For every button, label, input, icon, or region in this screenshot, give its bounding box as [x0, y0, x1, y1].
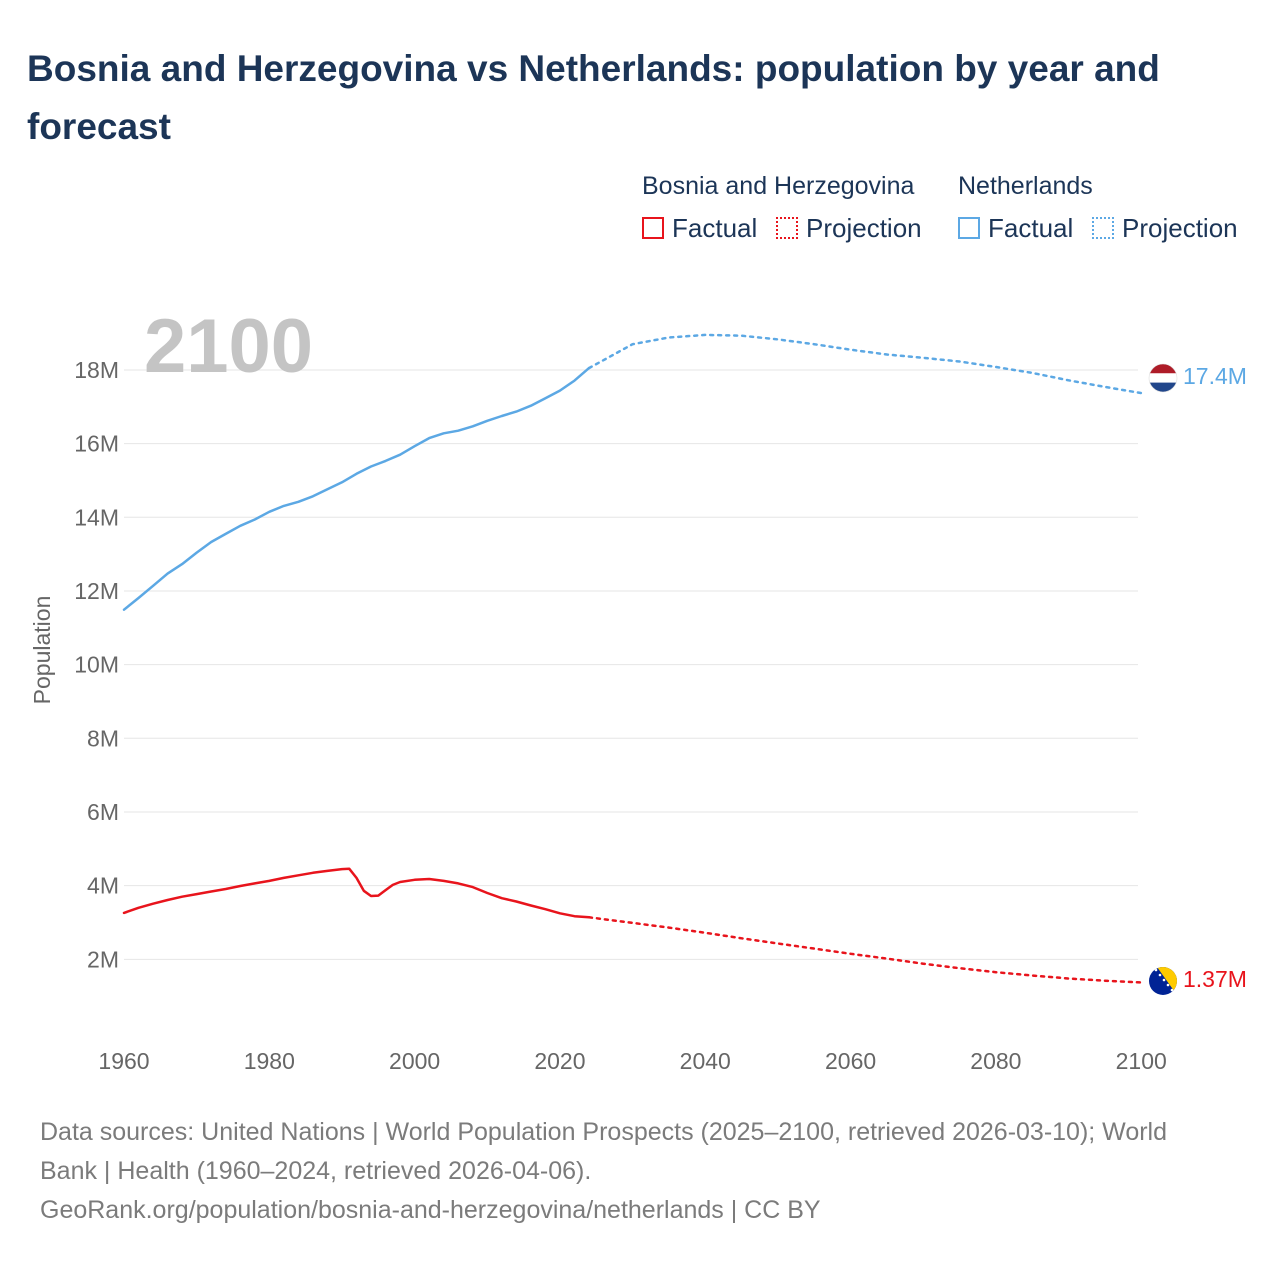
population-chart: 2M 4M 6M 8M 10M 12M 14M 16M 18M 1960 1980 2000 2020 2…	[29, 304, 1247, 1074]
legend-swatch-dotted-red	[776, 217, 798, 239]
footer-line: Data sources: United Nations | World Pop…	[40, 1118, 1168, 1146]
legend-swatch-dotted-blue	[1092, 217, 1114, 239]
bosnia-end-label: 1.37M	[1183, 966, 1247, 992]
y-tick-label: 4M	[87, 873, 119, 899]
legend-label: Projection	[1122, 212, 1238, 243]
legend-label: Projection	[806, 212, 922, 243]
legend-label: Factual	[988, 212, 1074, 243]
footer-line: Bank | Health (1960–2024, retrieved 2026…	[40, 1157, 592, 1185]
legend-group-bih: Bosnia and Herzegovina	[642, 172, 915, 200]
bosnia-flag-icon	[1149, 967, 1177, 995]
x-tick-label: 2100	[1116, 1048, 1167, 1074]
x-tick-label: 1980	[244, 1048, 295, 1074]
netherlands-factual-line	[122, 366, 591, 611]
y-tick-label: 10M	[74, 652, 119, 678]
legend-group-netherlands: Netherlands	[958, 172, 1093, 200]
year-watermark: 2100	[144, 304, 313, 389]
x-tick-label: 1960	[98, 1048, 149, 1074]
footer-sources: Data sources: United Nations | World Pop…	[40, 1113, 1240, 1230]
legend-bih-factual[interactable]: Factual	[642, 212, 757, 244]
y-tick-label: 16M	[74, 431, 119, 457]
x-tick-label: 2060	[825, 1048, 876, 1074]
legend-netherlands-factual[interactable]: Factual	[958, 212, 1073, 244]
y-tick-label: 2M	[87, 946, 119, 972]
x-tick-label: 2080	[970, 1048, 1021, 1074]
y-tick-label: 6M	[87, 799, 119, 825]
netherlands-projection-line	[587, 333, 1143, 395]
chart-title: Bosnia and Herzegovina vs Netherlands: p…	[27, 48, 1160, 147]
legend-swatch-solid-blue	[958, 217, 980, 239]
y-tick-label: 8M	[87, 725, 119, 751]
x-tick-label: 2000	[389, 1048, 440, 1074]
y-tick-label: 12M	[74, 578, 119, 604]
legend-label: Factual	[672, 212, 758, 243]
bosnia-and-herzegovina-projection-line	[587, 916, 1143, 984]
footer-line: GeoRank.org/population/bosnia-and-herzeg…	[40, 1196, 821, 1224]
y-tick-label: 14M	[74, 504, 119, 530]
legend-netherlands-projection[interactable]: Projection	[1092, 212, 1238, 244]
x-tick-label: 2020	[534, 1048, 585, 1074]
netherlands-flag-icon	[1148, 363, 1178, 393]
netherlands-end-label: 17.4M	[1183, 363, 1247, 389]
x-tick-label: 2040	[680, 1048, 731, 1074]
y-axis-title: Population	[29, 596, 55, 705]
bosnia-and-herzegovina-factual-line	[122, 867, 591, 919]
legend-swatch-solid-red	[642, 217, 664, 239]
legend-bih-projection[interactable]: Projection	[776, 212, 922, 244]
y-tick-label: 18M	[74, 357, 119, 383]
